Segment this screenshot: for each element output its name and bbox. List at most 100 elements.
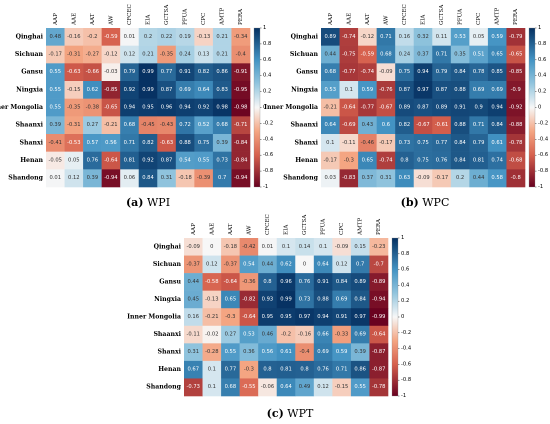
cell-value-label: 0.66 — [317, 332, 329, 338]
cell-value-label: 0.55 — [49, 69, 61, 75]
heatmap-cell — [432, 45, 452, 64]
heatmap-cell — [239, 378, 259, 397]
colorbar-tick-label: -0.8 — [263, 168, 273, 174]
heatmap-cell — [376, 45, 396, 64]
cell-value-label: 0.68 — [124, 122, 136, 128]
panel-caption-name: WPT — [284, 407, 314, 420]
heatmap-cell — [432, 116, 452, 135]
column-label: PERA — [376, 218, 382, 235]
cell-value-label: -0.42 — [242, 244, 255, 250]
heatmap-cell — [83, 98, 102, 117]
heatmap-cell — [120, 28, 140, 46]
heatmap-cell — [450, 169, 470, 188]
cell-value-label: 0.1 — [282, 244, 290, 250]
column-label: AW — [108, 15, 114, 26]
heatmap-cell — [138, 45, 158, 64]
cell-value-label: 0.79 — [124, 69, 136, 75]
cell-value-label: 0.88 — [454, 122, 466, 128]
cell-value-label: 0.82 — [198, 69, 210, 75]
heatmap-cell — [313, 360, 333, 379]
heatmap-cell — [231, 63, 251, 82]
heatmap-cell — [83, 81, 102, 99]
cell-value-label: 0.87 — [436, 87, 448, 93]
heatmap-cell — [101, 28, 121, 46]
cell-value-label: 0.62 — [87, 87, 99, 93]
heatmap-cell — [369, 273, 389, 291]
heatmap-cell — [202, 273, 222, 291]
heatmap-cell — [202, 360, 222, 379]
colorbar — [528, 27, 536, 188]
cell-value-label: 0.88 — [179, 140, 191, 146]
heatmap-cell — [321, 81, 340, 99]
heatmap-cell — [194, 98, 214, 117]
colorbar-tick-label: 0 — [263, 105, 266, 111]
heatmap-cell — [358, 81, 377, 99]
panel-caption: (c) WPT — [267, 407, 314, 420]
heatmap-cell — [432, 28, 452, 46]
cell-value-label: -0.37 — [224, 261, 237, 267]
heatmap-cell — [432, 63, 452, 82]
cell-value-label: -0.99 — [372, 314, 385, 320]
cell-value-label: 0.05 — [473, 34, 485, 40]
cell-value-label: 0.12 — [124, 52, 136, 58]
cell-value-label: 0.39 — [354, 349, 366, 355]
cell-value-label: 0.76 — [87, 158, 99, 164]
cell-value-label: 0.76 — [299, 279, 311, 285]
cell-value-label: 0.76 — [436, 158, 448, 164]
heatmap-cell — [332, 343, 352, 362]
heatmap-cell — [120, 63, 140, 82]
heatmap-cell — [184, 378, 203, 397]
cell-value-label: -0.64 — [342, 105, 356, 111]
heatmap-cell — [46, 81, 65, 99]
cell-value-label: 0.84 — [454, 140, 466, 146]
colorbar-tick-label: -0.4 — [263, 136, 274, 142]
colorbar-tick-label: -1 — [401, 393, 406, 399]
heatmap-cell — [157, 63, 177, 82]
heatmap-cell — [258, 273, 278, 291]
heatmap-cell — [506, 116, 526, 135]
cell-value-label: -0.15 — [67, 87, 80, 93]
heatmap-cell — [175, 98, 195, 117]
cell-value-label: -0.74 — [379, 158, 393, 164]
column-label: PFUA — [458, 8, 464, 25]
heatmap-cell — [350, 308, 370, 327]
heatmap-cell — [212, 151, 232, 170]
row-label: Inner Mongolia — [127, 314, 181, 321]
heatmap-cell — [313, 290, 333, 309]
heatmap-cell — [157, 28, 177, 46]
cell-value-label: -0.63 — [67, 69, 80, 75]
cell-value-label: 0.27 — [87, 122, 99, 128]
heatmap-cell — [321, 134, 340, 152]
cell-value-label: 0.99 — [142, 87, 154, 93]
column-label: CFCEC — [127, 4, 133, 25]
heatmap-cell — [413, 134, 433, 152]
heatmap-cell — [239, 360, 259, 379]
heatmap-cell — [313, 325, 333, 344]
cell-value-label: 0.73 — [216, 158, 228, 164]
cell-value-label: 0.22 — [161, 34, 173, 40]
heatmap-cell — [506, 28, 526, 46]
column-label: AAT — [228, 223, 234, 236]
heatmap-cell — [101, 116, 121, 135]
cell-value-label: 0.75 — [399, 69, 411, 75]
cell-value-label: 0.71 — [380, 34, 392, 40]
cell-value-label: 0.15 — [354, 244, 366, 250]
cell-value-label: 0.58 — [491, 175, 503, 181]
cell-value-label: 0.2 — [456, 175, 464, 181]
cell-value-label: -0.92 — [509, 105, 522, 111]
row-label: Ningxia — [16, 86, 43, 93]
row-label: Shaanxi — [290, 122, 318, 129]
colorbar-tick-label: 0.2 — [538, 89, 546, 95]
heatmap-cell — [194, 28, 214, 46]
column-label: AAE — [346, 13, 352, 26]
heatmap-cell — [332, 360, 352, 379]
cell-value-label: 0.96 — [280, 279, 292, 285]
cell-value-label: -0.65 — [509, 52, 522, 58]
cell-value-label: 0 — [303, 261, 306, 267]
cell-value-label: 0.69 — [336, 296, 348, 302]
heatmap-cell — [64, 28, 84, 46]
heatmap-cell — [276, 378, 296, 397]
heatmap-cell — [221, 308, 240, 327]
heatmap-cell — [194, 45, 214, 64]
heatmap-cell — [395, 134, 415, 152]
